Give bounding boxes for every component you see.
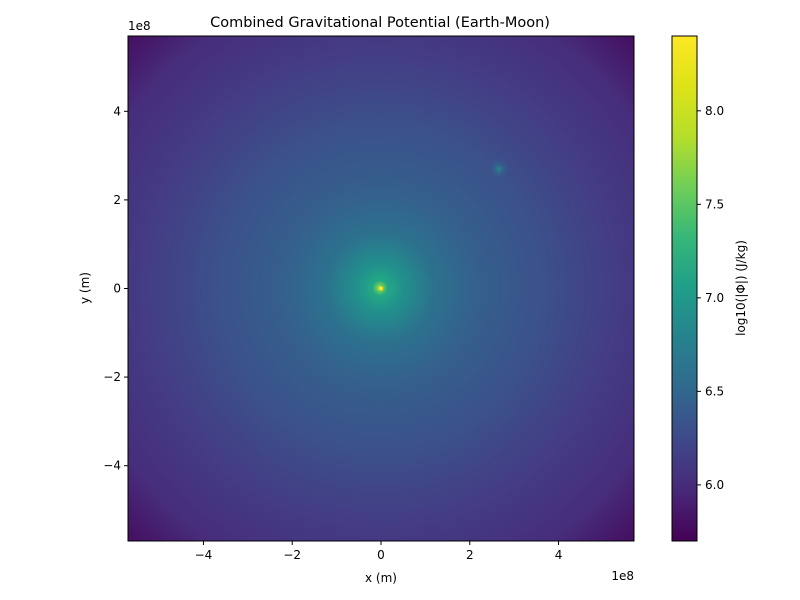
x-tick-label: 2 [466, 548, 474, 562]
y-axis: −4 −2 0 2 4 [103, 104, 128, 473]
colorbar-frame [671, 35, 698, 542]
colorbar: 6.0 6.5 7.0 7.5 8.0 log10(|Φ|) (J/kg) [671, 35, 748, 542]
colorbar-ticks: 6.0 6.5 7.0 7.5 8.0 [697, 104, 724, 492]
earth-core [379, 286, 383, 291]
colorbar-label: log10(|Φ|) (J/kg) [734, 240, 748, 336]
moon-well [488, 156, 513, 181]
colorbar-gradient [672, 36, 697, 541]
x-axis-label: x (m) [365, 571, 397, 585]
y-axis-multiplier: 1e8 [128, 19, 151, 33]
x-tick-label: 4 [555, 548, 563, 562]
y-axis-label: y (m) [78, 272, 92, 304]
x-axis: −4 −2 0 2 4 [195, 541, 563, 562]
colorbar-tick-label: 6.0 [705, 478, 724, 492]
x-axis-multiplier: 1e8 [611, 569, 634, 583]
x-tick-label: −4 [195, 548, 213, 562]
plot-area [128, 36, 634, 541]
colorbar-tick-label: 6.5 [705, 384, 724, 398]
y-tick-label: 0 [113, 282, 121, 296]
y-tick-label: 4 [113, 104, 121, 118]
x-tick-label: 0 [377, 548, 385, 562]
y-tick-label: 2 [113, 193, 121, 207]
y-tick-label: −4 [103, 459, 121, 473]
colorbar-tick-label: 8.0 [705, 104, 724, 118]
colorbar-tick-label: 7.5 [705, 197, 724, 211]
x-tick-label: −2 [283, 548, 301, 562]
chart-title: Combined Gravitational Potential (Earth-… [210, 15, 550, 31]
colorbar-tick-label: 7.0 [705, 291, 724, 305]
y-tick-label: −2 [103, 370, 121, 384]
